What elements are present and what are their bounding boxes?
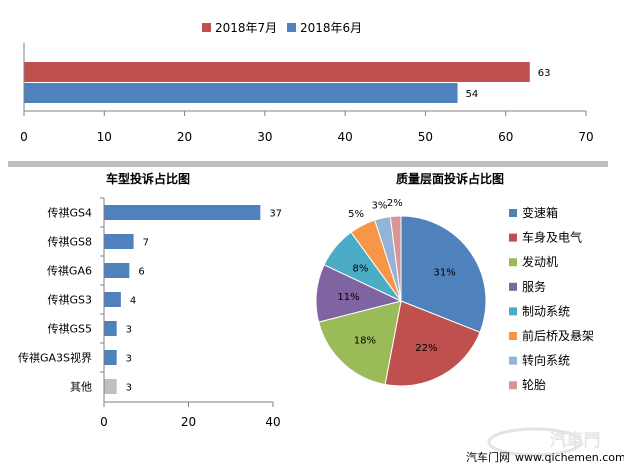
pie-legend-swatch-2 (509, 258, 517, 267)
model-label-item-6: 其他 (70, 381, 92, 394)
pie-legend-swatch-4 (509, 307, 517, 316)
pie-slice-7 (389, 215, 402, 302)
section-divider (8, 161, 608, 167)
pie-legend-swatch-7 (509, 381, 517, 390)
monthly-x-tick-label-7: 70 (578, 130, 593, 144)
monthly-bar-value-0: 63 (538, 68, 551, 79)
model-bar-value-gs4: 37 (269, 209, 282, 220)
pie-legend-label-7: 轮胎 (522, 378, 546, 392)
model-bar-ga6 (104, 263, 130, 278)
model-bar-gs8 (104, 234, 134, 249)
pie-value-label-2: 18% (354, 335, 376, 346)
monthly-x-tick-label-1: 10 (97, 130, 112, 144)
monthly-bars: 63 54 (24, 62, 551, 103)
pie-value-label-4: 8% (352, 263, 368, 274)
watermark-site: 汽车门网 (466, 450, 510, 464)
pie-legend-swatch-3 (509, 282, 517, 291)
model-label-gs4: 传祺GS4 (47, 207, 92, 220)
watermark-url: www.qichemen.com (515, 451, 624, 464)
model-bar-value-gs8: 7 (143, 238, 149, 249)
model-bar-gs5 (104, 321, 117, 336)
model-label-gs3: 传祺GS3 (47, 294, 92, 307)
model-x-tick-label-0: 0 (100, 415, 108, 429)
model-chart-title: 车型投诉占比图 (106, 171, 190, 186)
monthly-x-tick-label-0: 0 (20, 130, 28, 144)
model-bar-value-ga3s: 3 (126, 354, 132, 365)
pie-value-label-7: 2% (387, 198, 403, 209)
pie-legend-label-6: 转向系统 (522, 353, 570, 368)
pie-legend-label-5: 前后桥及悬架 (522, 328, 594, 343)
quality-complaint-pie: 质量层面投诉占比图 31% 22% 18% 11% 8% 5% 3% 2% 变速箱车身及电气发… (315, 171, 594, 392)
pie-legend-label-2: 发动机 (522, 254, 558, 269)
monthly-x-tick-label-6: 60 (498, 130, 513, 144)
pie-legend-swatch-0 (509, 209, 517, 217)
model-label-ga3s: 传祺GA3S视界 (18, 351, 92, 365)
model-bar-gs4 (104, 205, 261, 220)
model-x-axis: 0 20 40 (100, 197, 281, 429)
watermark: 汽車門 汽车门网 www.qichemen.com (466, 427, 624, 464)
model-bar-value-ga6: 6 (138, 267, 144, 278)
pie-slice-2 (318, 300, 402, 386)
pie-legend-swatch-1 (509, 233, 517, 242)
model-bar-item-6 (104, 379, 117, 394)
pie-slice-0 (400, 215, 487, 333)
monthly-x-tick-label-3: 30 (257, 130, 272, 144)
monthly-bar-value-1: 54 (466, 89, 479, 100)
legend-label-1: 2018年6月 (300, 21, 362, 35)
monthly-x-tick-label-2: 20 (177, 130, 192, 144)
monthly-bar-1 (24, 83, 458, 103)
model-bar-value-gs3: 4 (130, 296, 136, 307)
pie-legend-swatch-5 (509, 332, 517, 340)
model-bar-gs3 (104, 292, 121, 307)
pie-legend-label-3: 服务 (522, 279, 546, 294)
monthly-x-axis: 0 10 20 30 40 50 60 70 (20, 43, 594, 144)
monthly-comparison-chart: 2018年7月 2018年6月 63 54 0 10 20 30 40 50 60 70 (20, 21, 593, 144)
legend-swatch-1 (287, 23, 296, 32)
watermark-logo-icon (487, 427, 583, 457)
pie-value-label-6: 3% (371, 200, 387, 211)
pie-legend-label-0: 变速箱 (522, 205, 558, 220)
model-complaint-chart: 车型投诉占比图 传祺GS4 传祺GS8 传祺GA6 传祺GS3 传祺GS5 传祺GA3S视… (18, 171, 282, 429)
monthly-x-tick-label-4: 40 (338, 130, 353, 144)
pie-legend-swatch-6 (509, 356, 517, 365)
model-label-gs5: 传祺GS5 (47, 323, 92, 336)
model-label-gs8: 传祺GS8 (47, 236, 92, 249)
pie-value-label-0: 31% (433, 267, 455, 278)
legend-label-0: 2018年7月 (215, 21, 277, 35)
pie-data-labels: 31% 22% 18% 11% 8% 5% 3% 2% (337, 198, 455, 354)
pie-slice-1 (384, 300, 481, 387)
legend-swatch-0 (202, 23, 211, 32)
pie-legend-label-1: 车身及电气 (522, 230, 582, 245)
model-bar-value-gs5: 3 (126, 325, 132, 336)
model-bars: 37 7 6 4 3 3 3 (104, 205, 282, 394)
monthly-x-tick-label-5: 50 (418, 130, 433, 144)
pie-slices (315, 215, 487, 387)
pie-value-label-3: 11% (337, 292, 359, 303)
monthly-legend: 2018年7月 2018年6月 (202, 21, 362, 35)
pie-value-label-1: 22% (415, 343, 437, 354)
pie-legend-label-4: 制动系统 (522, 304, 570, 318)
watermark-logo-text: 汽車門 (550, 430, 601, 451)
monthly-bar-0 (24, 62, 530, 82)
model-bar-ga3s (104, 350, 117, 365)
model-x-tick-label-1: 20 (181, 415, 196, 429)
model-bar-value-item-6: 3 (126, 383, 132, 394)
model-x-tick-label-2: 40 (265, 415, 280, 429)
model-label-ga6: 传祺GA6 (47, 265, 92, 278)
pie-value-label-5: 5% (348, 209, 364, 220)
pie-chart-title: 质量层面投诉占比图 (396, 171, 504, 186)
